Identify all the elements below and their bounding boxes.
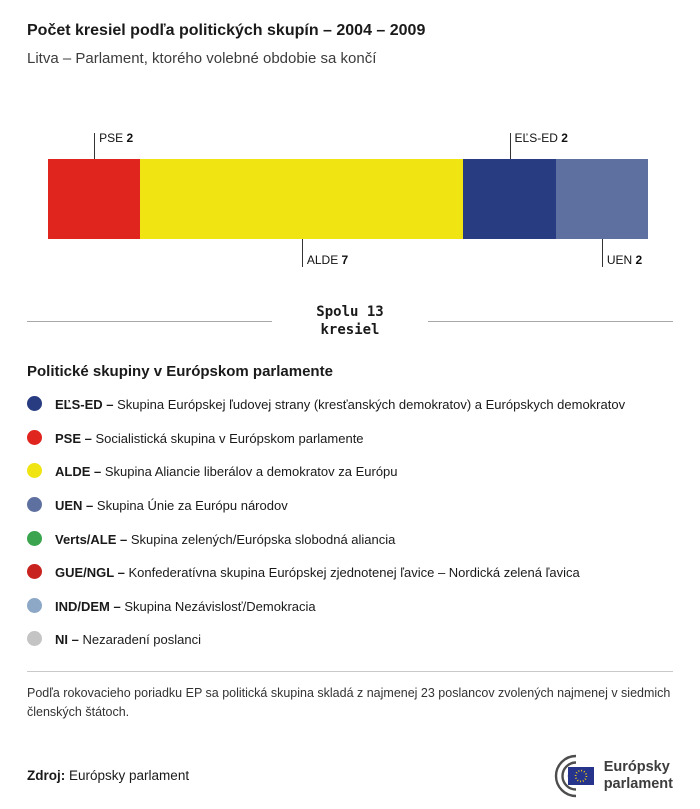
ep-logo-line1: Európsky (603, 758, 670, 775)
divider-line-right (428, 320, 673, 322)
ep-logo: Európsky parlament (530, 753, 673, 799)
ep-logo-text: Európsky parlament (604, 759, 673, 792)
legend-item-5: GUE/NGL – Konfederatívna skupina Európsk… (27, 564, 673, 582)
callout-line (509, 133, 511, 159)
bar-segment-e-s-ed (463, 159, 556, 239)
source-text: Európsky parlament (69, 768, 190, 783)
footnote-section: Podľa rokovacieho poriadku EP sa politic… (27, 670, 673, 723)
bar-segment-pse (48, 159, 141, 239)
footnote-text: Podľa rokovacieho poriadku EP sa politic… (27, 685, 671, 720)
callout-line (301, 239, 303, 267)
legend-item-2: ALDE – Skupina Aliancie liberálov a demo… (27, 463, 673, 481)
source: Zdroj: Európsky parlament (27, 768, 189, 783)
bar-segment-uen (555, 159, 648, 239)
ep-hemicycle-flag-icon (554, 754, 594, 797)
seat-bar (48, 159, 648, 239)
legend-label: Verts/ALE – Skupina zelených/Európska sl… (55, 531, 396, 547)
callout-text: UEN 2 (606, 253, 643, 267)
legend-item-6: IND/DEM – Skupina Nezávislosť/Demokracia (27, 597, 673, 616)
legend-item-4: Verts/ALE – Skupina zelených/Európska sl… (27, 530, 673, 549)
ep-logo-line2: parlament (603, 775, 673, 792)
bottom-row: Zdroj: Európsky parlament Európsky parla… (27, 753, 673, 799)
page-title: Počet kresiel podľa politických skupín –… (27, 22, 426, 39)
legend-dot (27, 631, 42, 647)
legend-heading: Politické skupiny v Európskom parlamente (27, 363, 333, 381)
legend-dot (27, 597, 42, 613)
legend-label: EĽS-ED – Skupina Európskej ľudovej stran… (55, 397, 626, 413)
legend-item-0: EĽS-ED – Skupina Európskej ľudovej stran… (27, 396, 673, 414)
source-label: Zdroj: (27, 768, 66, 783)
legend-dot (27, 463, 42, 479)
callout-text: ALDE 7 (306, 253, 349, 267)
legend-item-3: UEN – Skupina Únie za Európu národov (27, 497, 673, 515)
legend-label: GUE/NGL – Konfederatívna skupina Európsk… (55, 565, 580, 581)
callout-line (601, 239, 603, 267)
callout-text: PSE 2 (99, 131, 134, 145)
callout-text: EĽS-ED 2 (514, 131, 568, 145)
callout-line (94, 133, 96, 159)
legend-dot (27, 396, 42, 412)
bar-segment-alde (140, 159, 464, 239)
page-subtitle: Litva – Parlament, ktorého volebné obdob… (27, 50, 377, 67)
seat-chart: PSE 2 ALDE 7 EĽS-ED 2 UEN 2 (48, 131, 648, 269)
divider-line-left (27, 320, 272, 322)
legend-dot (27, 429, 42, 445)
total-seats-divider: Spolu 13 kresiel (27, 303, 673, 339)
legend-dot (27, 530, 42, 546)
total-seats-label: Spolu 13 kresiel (316, 304, 384, 339)
legend-label: IND/DEM – Skupina Nezávislosť/Demokracia (55, 598, 316, 614)
legend-dot (27, 497, 42, 513)
legend-dot (27, 564, 42, 580)
legend-label: PSE – Socialistická skupina v Európskom … (55, 430, 364, 446)
legend-item-7: NI – Nezaradení poslanci (27, 631, 673, 649)
legend-label: NI – Nezaradení poslanci (55, 632, 201, 648)
legend-label: ALDE – Skupina Aliancie liberálov a demo… (55, 464, 398, 480)
legend-label: UEN – Skupina Únie za Európu národov (55, 498, 288, 514)
legend: EĽS-ED – Skupina Európskej ľudovej stran… (27, 396, 673, 648)
legend-item-1: PSE – Socialistická skupina v Európskom … (27, 429, 673, 448)
